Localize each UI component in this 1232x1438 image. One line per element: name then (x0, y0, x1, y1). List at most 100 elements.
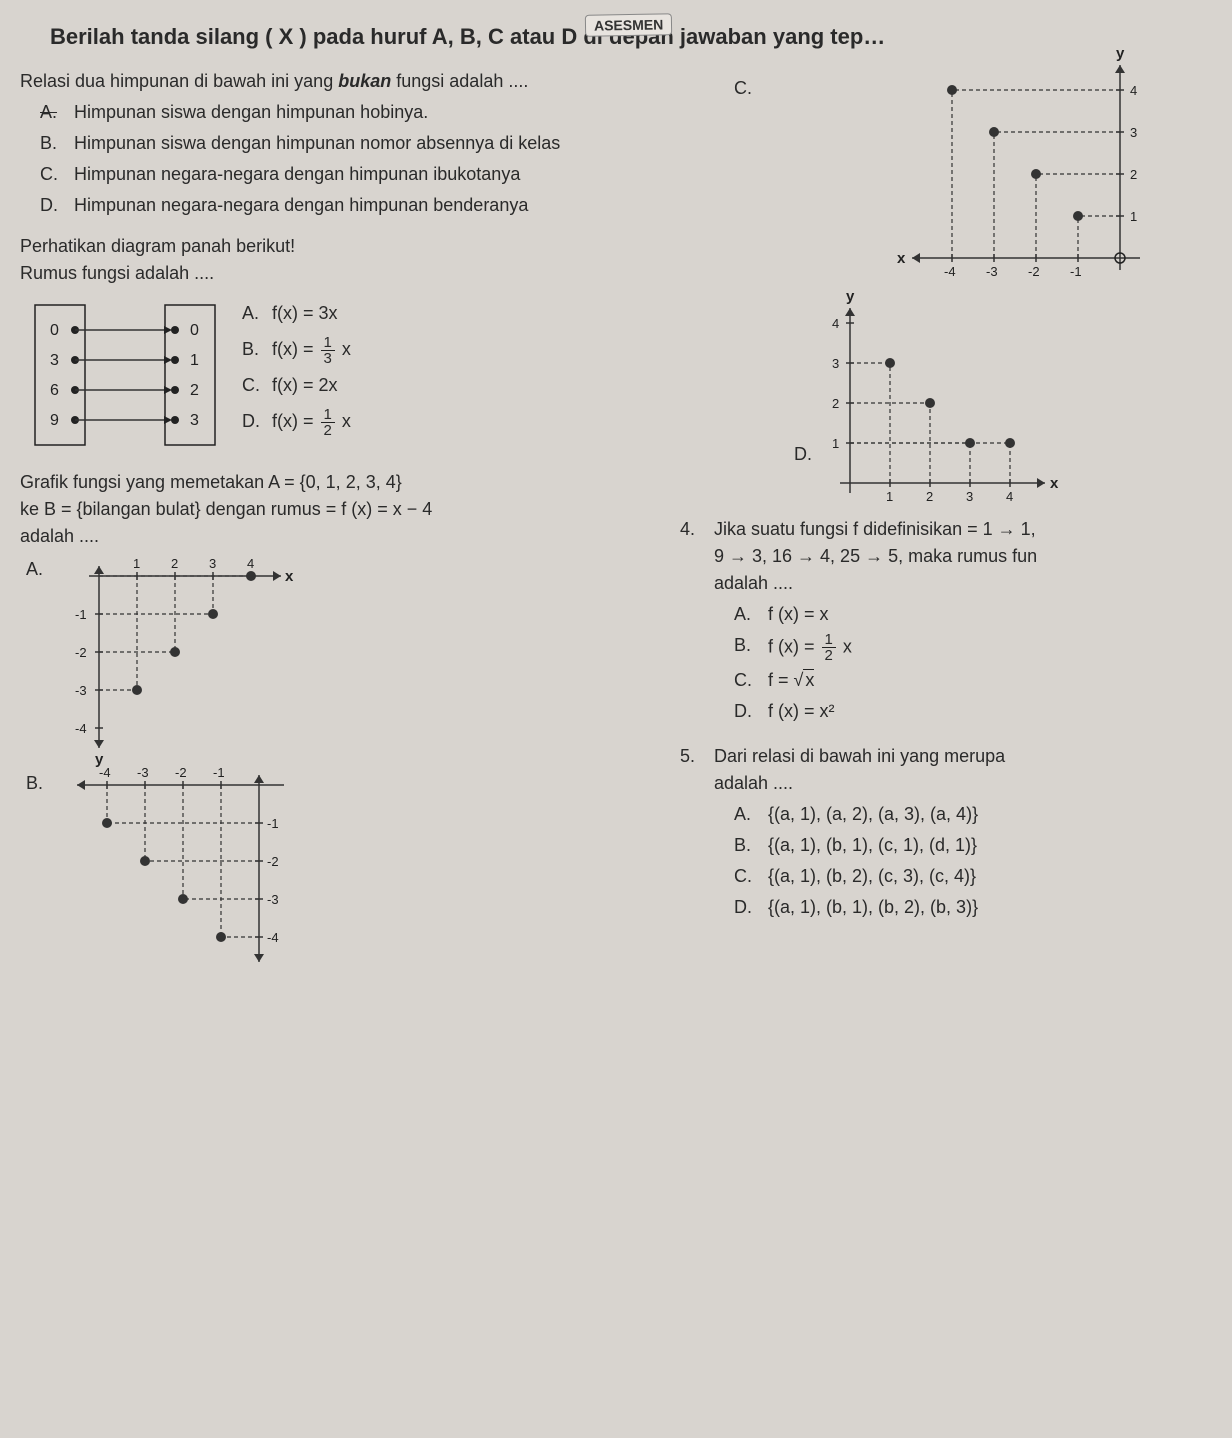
q2-options: A.f(x) = 3x B. f(x) = 13 x C.f(x) = 2x D… (242, 295, 351, 439)
q1-opt-A: Himpunan siswa dengan himpunan hobinya. (74, 99, 660, 126)
arrow-diagram: 0 3 6 9 0 1 2 3 (20, 295, 230, 455)
q5-A: {(a, 1), (a, 2), (a, 3), (a, 4)} (768, 801, 1212, 828)
graph-D: xy12341234 (820, 313, 1080, 503)
svg-text:1: 1 (1130, 209, 1137, 224)
q1-opt-A-letter: A. (40, 99, 74, 126)
q2-C: f(x) = 2x (272, 367, 338, 403)
question-1: Relasi dua himpunan di bawah ini yang bu… (20, 68, 660, 219)
svg-text:-4: -4 (944, 264, 956, 279)
q5-B-letter: B. (734, 832, 768, 859)
q5-D: {(a, 1), (b, 1), (b, 2), (b, 3)} (768, 894, 1212, 921)
q4-A: f (x) = x (768, 601, 1212, 628)
q4-number: 4. (680, 516, 714, 729)
q1-text-part1: Relasi dua himpunan di bawah ini yang (20, 71, 338, 91)
svg-text:-2: -2 (175, 765, 187, 780)
q1-opt-C: Himpunan negara-negara dengan himpunan i… (74, 161, 660, 188)
q1-opt-B: Himpunan siswa dengan himpunan nomor abs… (74, 130, 660, 157)
q2d-label: D. (794, 444, 812, 465)
graph-A: xy1234-1-2-3-4 (59, 556, 289, 756)
q1-opt-C-letter: C. (40, 161, 74, 188)
svg-text:3: 3 (190, 412, 199, 429)
q3-A-letter: A. (26, 556, 54, 583)
svg-text:0: 0 (50, 322, 59, 339)
q2-A: f(x) = 3x (272, 295, 338, 331)
question-4: 4. Jika suatu fungsi f didefinisikan = 1… (680, 516, 1212, 729)
svg-text:4: 4 (247, 556, 254, 571)
q5-C-letter: C. (734, 863, 768, 890)
graph-C: xy-4-3-2-11234 (860, 58, 1160, 278)
q2-B-letter: B. (242, 331, 272, 367)
svg-text:x: x (897, 250, 906, 267)
svg-text:-2: -2 (267, 854, 279, 869)
q2-C-letter: C. (242, 367, 272, 403)
question-2: Perhatikan diagram panah berikut! Rumus … (20, 233, 660, 455)
q5-D-letter: D. (734, 894, 768, 921)
svg-text:1: 1 (190, 352, 199, 369)
svg-text:3: 3 (50, 352, 59, 369)
svg-text:y: y (1116, 45, 1125, 62)
svg-text:2: 2 (171, 556, 178, 571)
svg-text:3: 3 (832, 356, 839, 371)
q1-opt-B-letter: B. (40, 130, 74, 157)
svg-text:-3: -3 (137, 765, 149, 780)
q4-B-letter: B. (734, 632, 768, 663)
svg-text:y: y (846, 288, 855, 305)
q3-B-letter: B. (26, 770, 54, 797)
svg-text:0: 0 (190, 322, 199, 339)
q1-text-part2: fungsi adalah .... (396, 71, 528, 91)
q4-D: f (x) = x² (768, 698, 1212, 725)
q4-B: f (x) = 12 x (768, 632, 1212, 663)
q2-A-letter: A. (242, 295, 272, 331)
svg-text:-3: -3 (267, 892, 279, 907)
svg-text:4: 4 (1130, 83, 1137, 98)
question-3: Grafik fungsi yang memetakan A = {0, 1, … (20, 469, 660, 988)
q4-line3: adalah .... (714, 570, 1212, 597)
q5-C: {(a, 1), (b, 2), (c, 3), (c, 4)} (768, 863, 1212, 890)
svg-text:3: 3 (209, 556, 216, 571)
svg-text:-1: -1 (267, 816, 279, 831)
svg-text:4: 4 (832, 316, 839, 331)
question-5: 5. Dari relasi di bawah ini yang merupa … (680, 743, 1212, 925)
svg-text:-2: -2 (75, 645, 87, 660)
svg-text:x: x (285, 568, 294, 585)
svg-text:3: 3 (1130, 125, 1137, 140)
q4-C: f = √x (768, 667, 1212, 694)
svg-text:-4: -4 (267, 930, 279, 945)
q2-B: f(x) = 13 x (272, 331, 351, 367)
q3-line1: Grafik fungsi yang memetakan A = {0, 1, … (20, 469, 660, 496)
svg-text:-3: -3 (75, 683, 87, 698)
q4-C-letter: C. (734, 667, 768, 694)
q1-bukan: bukan (338, 71, 391, 91)
q4-D-letter: D. (734, 698, 768, 725)
q3-line3: adalah .... (20, 523, 660, 550)
svg-text:-2: -2 (1028, 264, 1040, 279)
svg-text:2: 2 (190, 382, 199, 399)
svg-text:-4: -4 (99, 765, 111, 780)
q4-line1: Jika suatu fungsi f didefinisikan = 1 → … (714, 516, 1212, 543)
svg-text:2: 2 (832, 396, 839, 411)
svg-text:1: 1 (133, 556, 140, 571)
q5-B: {(a, 1), (b, 1), (c, 1), (d, 1)} (768, 832, 1212, 859)
svg-text:-4: -4 (75, 721, 87, 736)
q2-D: f(x) = 12 x (272, 403, 351, 439)
q5-line1: Dari relasi di bawah ini yang merupa (714, 743, 1212, 770)
q5-line2: adalah .... (714, 770, 1212, 797)
q5-number: 5. (680, 743, 714, 925)
q2-title: Perhatikan diagram panah berikut! (20, 233, 660, 260)
svg-text:-1: -1 (1070, 264, 1082, 279)
q1c-label: C. (734, 78, 752, 99)
q2-D-letter: D. (242, 403, 272, 439)
svg-text:9: 9 (50, 412, 59, 429)
svg-text:6: 6 (50, 382, 59, 399)
q2-sub: Rumus fungsi adalah .... (20, 260, 660, 287)
top-banner: ASESMEN (585, 13, 673, 37)
svg-text:1: 1 (886, 489, 893, 504)
q1-opt-D: Himpunan negara-negara dengan himpunan b… (74, 192, 660, 219)
svg-text:2: 2 (926, 489, 933, 504)
q3-line2: ke B = {bilangan bulat} dengan rumus = f… (20, 496, 660, 523)
q4-A-letter: A. (734, 601, 768, 628)
svg-text:3: 3 (966, 489, 973, 504)
svg-text:-3: -3 (986, 264, 998, 279)
svg-text:-1: -1 (75, 607, 87, 622)
svg-text:2: 2 (1130, 167, 1137, 182)
